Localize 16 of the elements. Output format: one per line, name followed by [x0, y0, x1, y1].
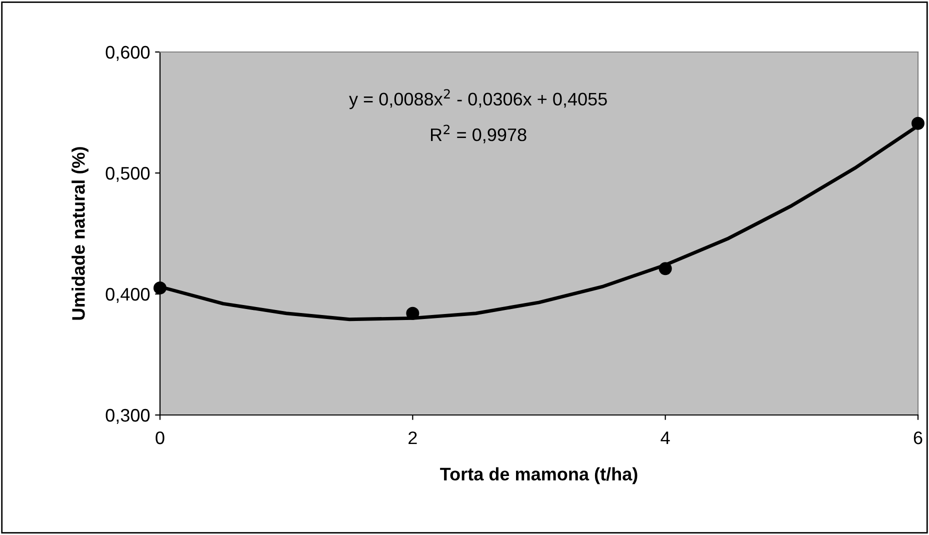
point	[406, 306, 420, 320]
annotation: R$^{2}$ = 0,9978	[431, 124, 526, 144]
point	[658, 262, 672, 276]
y-axis-title: Umidade natural (%)	[72, 147, 88, 320]
point	[911, 116, 925, 130]
y-tick-label: 0,500	[106, 166, 150, 182]
y-tick-label: 0,300	[106, 408, 150, 424]
x-tick-label: 2	[408, 431, 417, 444]
x-tick-label: 4	[660, 432, 670, 444]
y-tick-label: 0,400	[106, 288, 150, 303]
annotation: y = 0,0088x$^{2}$ - 0,0306x + 0,4055	[349, 89, 607, 110]
y-tick-label: 0,600	[106, 46, 150, 61]
x-tick-label: 0	[156, 431, 164, 444]
x-axis-title: Torta de mamona (t/ha)	[440, 467, 638, 484]
point	[153, 281, 167, 294]
x-tick-label: 6	[914, 431, 922, 444]
